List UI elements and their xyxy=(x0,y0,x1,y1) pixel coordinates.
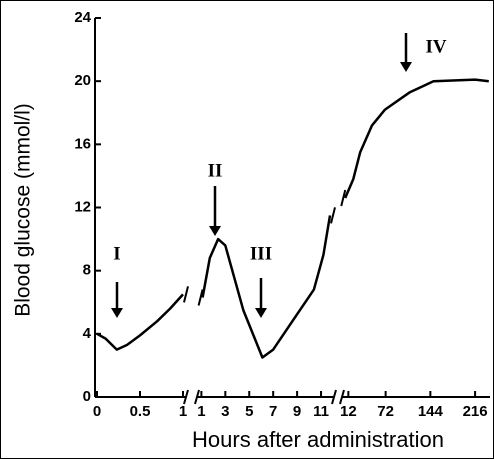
y-tick-label: 20 xyxy=(74,72,91,89)
curve-break xyxy=(197,289,204,306)
data-line xyxy=(96,293,184,351)
y-tick-label: 12 xyxy=(74,198,91,215)
x-tick-label: 3 xyxy=(221,403,229,420)
x-tick-label: 11 xyxy=(313,403,329,420)
annotation-arrowhead xyxy=(255,308,267,318)
x-tick-label: 9 xyxy=(293,403,301,420)
curve-break xyxy=(340,189,347,207)
annotation-arrowhead xyxy=(400,62,412,72)
curve-break xyxy=(183,286,189,303)
annotation-label: III xyxy=(250,243,272,264)
x-tick-label: 0 xyxy=(93,403,101,420)
x-axis-label: Hours after administration xyxy=(192,427,444,452)
x-tick-label: 0.5 xyxy=(130,403,151,420)
y-tick-label: 0 xyxy=(83,388,91,405)
axis-break xyxy=(331,389,337,405)
annotation-arrowhead xyxy=(111,308,123,318)
y-tick-label: 16 xyxy=(74,135,91,152)
x-tick-label: 12 xyxy=(340,403,357,420)
annotation-arrowhead xyxy=(209,226,221,236)
data-line xyxy=(344,78,489,199)
x-tick-label: 72 xyxy=(377,403,394,420)
annotation-label: II xyxy=(208,160,223,181)
x-tick-label: 144 xyxy=(418,403,444,420)
axis-break xyxy=(194,389,200,405)
x-tick-label: 1 xyxy=(197,403,205,420)
annotation-label: IV xyxy=(425,36,446,57)
y-tick-label: 8 xyxy=(83,262,91,279)
axis-break xyxy=(183,389,189,405)
curve-break xyxy=(330,207,336,224)
x-tick-label: 1 xyxy=(179,403,187,420)
y-tick-label: 4 xyxy=(83,325,92,342)
y-axis-label: Blood glucose (mmol/l) xyxy=(12,103,35,317)
x-tick-label: 216 xyxy=(463,403,488,420)
x-tick-label: 7 xyxy=(269,403,277,420)
y-tick-label: 24 xyxy=(74,9,91,26)
x-tick-label: 5 xyxy=(245,403,253,420)
data-line xyxy=(201,215,332,359)
annotation-label: I xyxy=(113,243,120,264)
axis-break xyxy=(339,389,345,405)
